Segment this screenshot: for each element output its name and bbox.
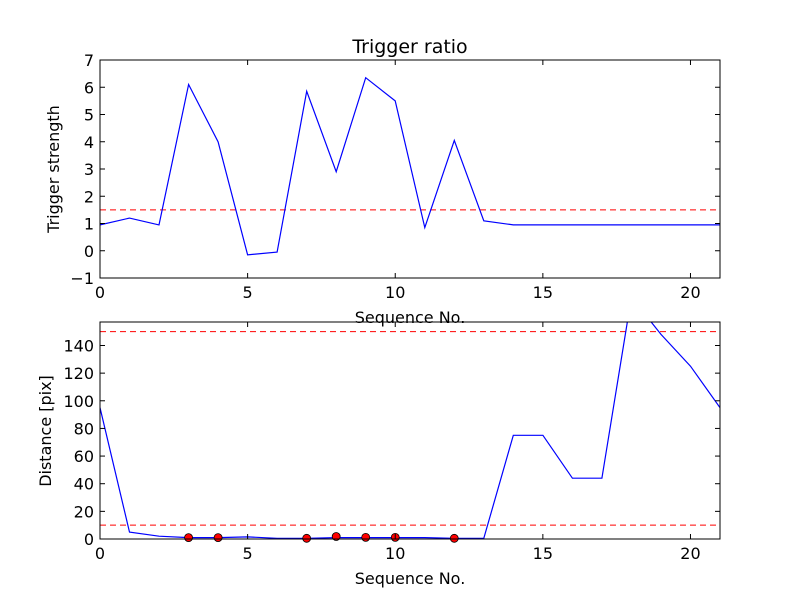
axes-frame [99, 321, 721, 540]
y-tick-label: 20 [74, 502, 94, 521]
y-axis-label: Distance [pix] [36, 375, 55, 487]
y-tick-label: 7 [84, 51, 94, 70]
y-tick-label: 5 [84, 106, 94, 125]
chart-title: Trigger ratio [351, 36, 467, 58]
data-point-marker [213, 533, 223, 543]
distance-plot: 0 5 10 15 20 0 20 40 60 80 100 120 140 Sequence No.… [36, 321, 721, 588]
x-tick-label: 0 [95, 283, 105, 302]
y-tick-label: 60 [74, 447, 94, 466]
plot-area [100, 76, 720, 256]
y-tick-label: 6 [84, 78, 94, 97]
x-tick-label: 5 [243, 544, 253, 563]
plot-marks [100, 322, 720, 543]
y-ticks: −1 0 1 2 3 4 5 6 7 [70, 51, 720, 288]
y-tick-label: 80 [74, 419, 94, 438]
y-tick-label: 120 [63, 364, 94, 383]
y-tick-label: −1 [70, 269, 94, 288]
y-tick-label: 1 [84, 215, 94, 234]
y-tick-label: 2 [84, 187, 94, 206]
series-line [100, 76, 720, 256]
x-tick-label: 0 [95, 544, 105, 563]
x-ticks: 0 5 10 15 20 [95, 322, 701, 563]
y-tick-label: 0 [84, 530, 94, 549]
x-tick-label: 5 [243, 283, 253, 302]
x-axis-label: Sequence No. [355, 308, 466, 327]
y-tick-label: 3 [84, 160, 94, 179]
plot-marks [100, 76, 720, 256]
x-tick-label: 15 [533, 544, 553, 563]
data-point-marker [302, 533, 312, 543]
x-tick-label: 10 [385, 544, 405, 563]
data-point-marker [361, 532, 371, 542]
x-tick-label: 20 [680, 544, 700, 563]
x-tick-label: 15 [533, 283, 553, 302]
plot-area [100, 322, 720, 539]
data-point-marker [449, 533, 459, 543]
y-axis-label: Trigger strength [44, 105, 63, 234]
y-tick-label: 0 [84, 242, 94, 261]
y-tick-label: 40 [74, 475, 94, 494]
data-point-marker [184, 533, 193, 543]
series-line [100, 322, 720, 539]
x-tick-label: 10 [385, 283, 405, 302]
y-tick-label: 4 [84, 133, 94, 152]
y-tick-label: 140 [63, 336, 94, 355]
y-tick-label: 100 [63, 392, 94, 411]
x-axis-label: Sequence No. [355, 569, 466, 588]
x-tick-label: 20 [680, 283, 700, 302]
x-ticks: 0 5 10 15 20 [95, 60, 701, 302]
y-ticks: 0 20 40 60 80 100 120 140 [63, 336, 720, 549]
